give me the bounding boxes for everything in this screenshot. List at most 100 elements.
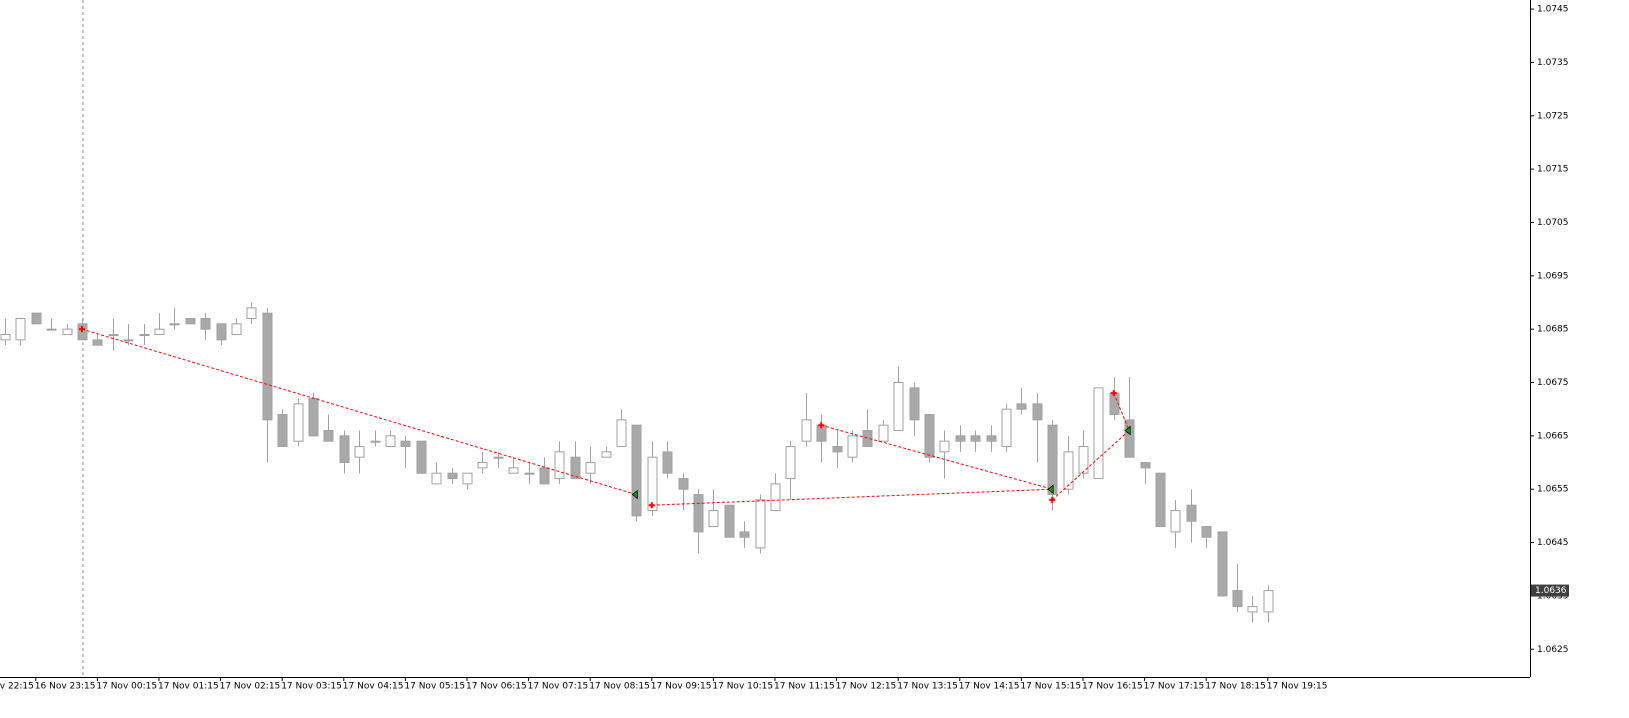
trade-line <box>1113 392 1130 431</box>
candle-body <box>1124 419 1135 458</box>
candle-body <box>570 456 581 480</box>
candle-body <box>801 419 812 442</box>
candle-body <box>739 531 750 538</box>
candle-body <box>508 467 519 474</box>
trade-entry <box>1049 496 1056 503</box>
x-tick-label: 17 Nov 02:15 <box>220 682 281 692</box>
candle-body <box>1047 424 1058 496</box>
candle-body <box>185 317 196 325</box>
trade-exit <box>1124 425 1131 436</box>
candle-body <box>169 323 180 326</box>
x-tick-label: 17 Nov 08:15 <box>589 682 650 692</box>
candle-body <box>200 317 211 330</box>
candle-body <box>785 446 796 480</box>
candle-body <box>678 478 689 490</box>
candle-body <box>1232 590 1243 608</box>
x-tick-label: 17 Nov 15:15 <box>1020 682 1081 692</box>
candle-body <box>46 328 57 331</box>
candle-body <box>246 307 257 319</box>
x-tick-label: 17 Nov 05:15 <box>404 682 465 692</box>
candle-body <box>370 440 381 443</box>
trade-line <box>1051 430 1130 501</box>
candle-body <box>447 472 458 480</box>
candle-body <box>770 483 781 512</box>
y-tick-label: 1.0675 <box>1537 378 1569 388</box>
candle-body <box>539 467 550 485</box>
y-tick-label: 1.0735 <box>1537 58 1569 68</box>
x-tick-label: 16 Nov 23:15 <box>35 682 96 692</box>
candle-body <box>354 446 365 458</box>
last-price-label: 1.0636 <box>1535 586 1567 596</box>
candle-body <box>477 462 488 469</box>
candle-body <box>755 499 766 549</box>
y-tick-label: 1.0645 <box>1537 538 1569 548</box>
trade-entry <box>818 422 825 429</box>
candle-body <box>631 424 642 517</box>
x-tick-label: 17 Nov 19:15 <box>1267 682 1328 692</box>
candle-body <box>400 440 411 448</box>
trade-exit <box>631 489 638 500</box>
candle-body <box>1001 408 1012 448</box>
last-price-box <box>1531 584 1569 597</box>
candle-body <box>154 328 165 335</box>
candle-body <box>15 317 26 341</box>
candle-body <box>662 451 673 474</box>
candle-body <box>955 435 966 442</box>
candle-body <box>1093 387 1104 480</box>
candle-body <box>1247 606 1258 613</box>
candle-body <box>462 472 473 485</box>
candle-body <box>1217 531 1228 597</box>
candle-body <box>939 440 950 453</box>
trade-entry <box>648 502 655 509</box>
candle-body <box>92 339 103 346</box>
x-tick-label: 17 Nov 11:15 <box>774 682 835 692</box>
candle-body <box>893 382 904 432</box>
candle-body <box>878 424 889 442</box>
candle-body <box>1016 403 1027 410</box>
trade-line <box>81 328 637 496</box>
candle-body <box>339 435 350 464</box>
candle-body <box>323 430 334 442</box>
candle-body <box>1186 504 1197 522</box>
x-tick-label: 17 Nov 00:15 <box>96 682 157 692</box>
candle-body <box>308 398 319 437</box>
candle-body <box>1063 451 1074 490</box>
x-tick-label: 17 Nov 09:15 <box>651 682 712 692</box>
y-tick-label: 1.0685 <box>1537 325 1569 335</box>
x-tick-label: 17 Nov 07:15 <box>528 682 589 692</box>
candle-body <box>909 387 920 421</box>
y-tick-label: 1.0625 <box>1537 645 1569 655</box>
y-tick-label: 1.0695 <box>1537 271 1569 281</box>
candle-body <box>431 472 442 485</box>
x-tick-label: 16 Nov 22:15 <box>0 682 34 692</box>
candle-body <box>986 435 997 442</box>
candle-body <box>108 333 119 336</box>
y-tick-label: 1.0705 <box>1537 218 1569 228</box>
candle-body <box>1170 510 1181 533</box>
candle-body <box>847 435 858 458</box>
candle-body <box>724 504 735 538</box>
y-tick-label: 1.0715 <box>1537 165 1569 175</box>
candle-body <box>31 312 42 325</box>
candle-body <box>708 510 719 528</box>
candle-body <box>524 472 535 475</box>
candle-body <box>1109 392 1120 416</box>
candle-body <box>554 451 565 480</box>
candle-body <box>216 323 227 341</box>
trade-line <box>651 488 1053 506</box>
candle-body <box>1263 590 1274 613</box>
candle-body <box>832 446 843 453</box>
candle-body <box>585 462 596 474</box>
candle-body <box>277 414 288 448</box>
x-tick-label: 17 Nov 14:15 <box>959 682 1020 692</box>
trade-entry <box>1110 390 1117 397</box>
candle-body <box>62 328 73 335</box>
candle-body <box>262 312 273 421</box>
x-tick-label: 17 Nov 10:15 <box>712 682 773 692</box>
x-tick-label: 17 Nov 06:15 <box>466 682 527 692</box>
candle-body <box>385 435 396 448</box>
candle-body <box>970 435 981 442</box>
candle-body <box>293 403 304 442</box>
candle-body <box>1032 403 1043 421</box>
